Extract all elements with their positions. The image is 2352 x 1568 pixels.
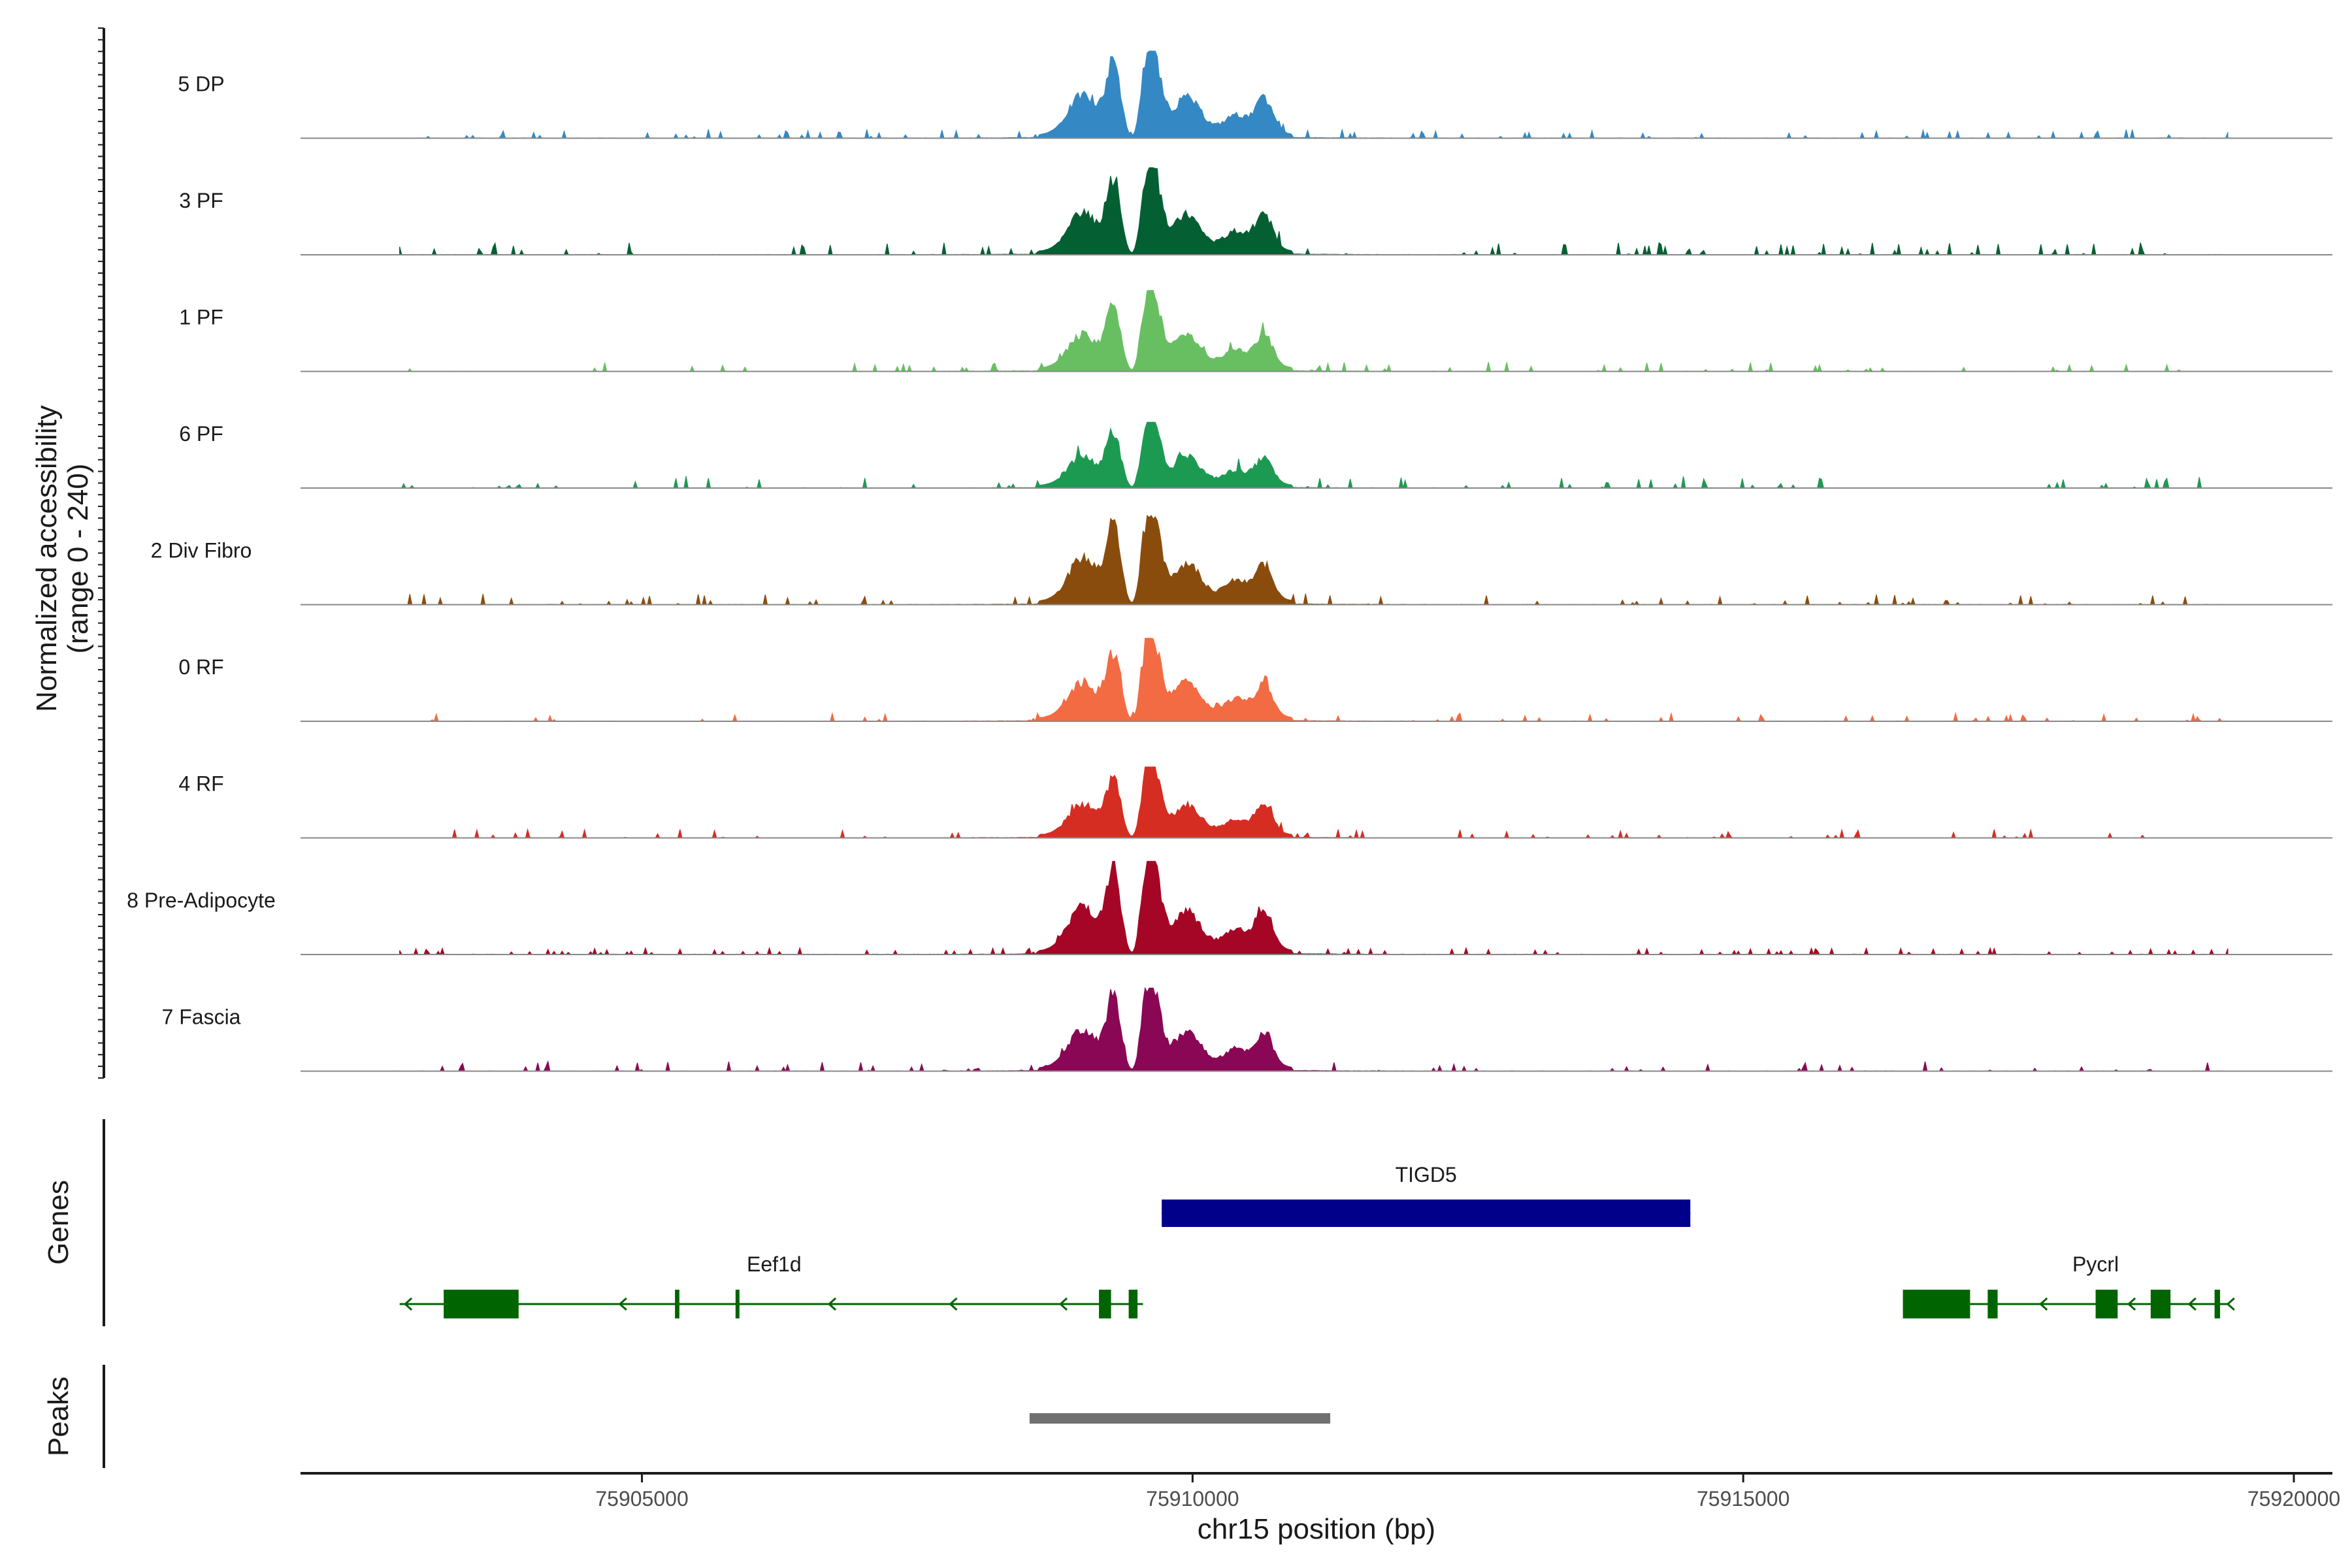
genes-track-label: Genes xyxy=(42,1180,74,1265)
strand-arrow-icon xyxy=(2039,1297,2048,1311)
gene-exon xyxy=(1128,1290,1138,1318)
track-8-pre-adipocyte: 8 Pre-Adipocyte xyxy=(127,860,2332,956)
track-label: 6 PF xyxy=(179,422,223,446)
track-5-dp: 5 DP xyxy=(178,50,2332,140)
gene-exon xyxy=(1099,1290,1111,1318)
track-3-pf: 3 PF xyxy=(179,167,2332,256)
gene-exon xyxy=(2095,1290,2118,1318)
gene-exon xyxy=(2214,1290,2221,1318)
coverage-area xyxy=(399,50,2229,140)
x-tick-label: 75915000 xyxy=(1697,1487,1789,1511)
y-axis-title: Normalized accessibility (range 0 - 240) xyxy=(31,405,94,711)
strand-arrow-icon xyxy=(827,1297,837,1311)
gene-exon xyxy=(1162,1200,1691,1227)
y-axis-title-line2: (range 0 - 240) xyxy=(62,463,94,653)
track-label: 2 Div Fibro xyxy=(151,539,252,563)
gene-pycrl: Pycrl xyxy=(1903,1252,2235,1318)
gene-label: Pycrl xyxy=(2072,1252,2119,1276)
coverage-area xyxy=(399,167,2229,256)
coverage-y-axis xyxy=(98,27,105,1079)
gene-exon xyxy=(675,1290,679,1318)
track-4-rf: 4 RF xyxy=(178,766,2332,839)
track-label: 0 RF xyxy=(178,655,223,679)
x-tick-label: 75905000 xyxy=(595,1487,688,1511)
strand-arrow-icon xyxy=(1058,1297,1068,1311)
track-1-pf: 1 PF xyxy=(179,289,2332,372)
coverage-area xyxy=(399,766,2229,839)
peaks-track-label: Peaks xyxy=(42,1377,74,1456)
gene-exon xyxy=(735,1290,740,1318)
gene-exon xyxy=(1987,1290,1998,1318)
gene-exon xyxy=(444,1290,519,1318)
gene-label: Eef1d xyxy=(747,1252,802,1276)
x-tick-label: 75910000 xyxy=(1146,1487,1239,1511)
coverage-area xyxy=(399,987,2229,1072)
x-axis: chr15 position (bp) 75905000 75910000 7591… xyxy=(301,1472,2340,1545)
track-label: 8 Pre-Adipocyte xyxy=(127,889,276,912)
x-axis-title: chr15 position (bp) xyxy=(1198,1513,1435,1545)
track-label: 7 Fascia xyxy=(162,1005,241,1029)
coverage-area xyxy=(399,860,2229,956)
gene-tigd5: TIGD5 xyxy=(1162,1163,1691,1227)
coverage-area xyxy=(399,638,2229,723)
peak-region xyxy=(1029,1413,1331,1424)
strand-arrow-icon xyxy=(2127,1297,2136,1311)
gene-exon xyxy=(2150,1290,2171,1318)
coverage-tracks: 5 DP 3 PF 1 PF 6 PF 2 Div Fibro 0 RF 4 RF 8 Pre… xyxy=(127,50,2332,1072)
strand-arrow-icon xyxy=(403,1297,413,1311)
strand-arrow-icon xyxy=(949,1297,958,1311)
strand-arrow-icon xyxy=(2226,1297,2235,1311)
gene-eef1d: Eef1d xyxy=(399,1252,1143,1318)
gene-label: TIGD5 xyxy=(1396,1163,1457,1186)
peaks-track: Peaks xyxy=(42,1365,1331,1468)
track-label: 4 RF xyxy=(178,772,223,796)
coverage-area xyxy=(399,289,2229,372)
strand-arrow-icon xyxy=(618,1297,627,1311)
track-7-fascia: 7 Fascia xyxy=(162,987,2332,1072)
genes-track: Genes TIGD5 Eef1d Pycrl xyxy=(42,1119,2235,1326)
track-label: 1 PF xyxy=(179,306,223,329)
track-2-div-fibro: 2 Div Fibro xyxy=(151,514,2332,606)
x-tick-label: 75920000 xyxy=(2247,1487,2340,1511)
coverage-area xyxy=(399,421,2229,489)
strand-arrow-icon xyxy=(2187,1297,2197,1311)
y-axis-title-line1: Normalized accessibility xyxy=(31,405,63,711)
track-0-rf: 0 RF xyxy=(178,638,2332,723)
gene-exon xyxy=(1903,1290,1970,1318)
coverage-area xyxy=(399,514,2229,606)
track-label: 3 PF xyxy=(179,189,223,212)
track-6-pf: 6 PF xyxy=(179,421,2332,489)
track-label: 5 DP xyxy=(178,73,224,96)
